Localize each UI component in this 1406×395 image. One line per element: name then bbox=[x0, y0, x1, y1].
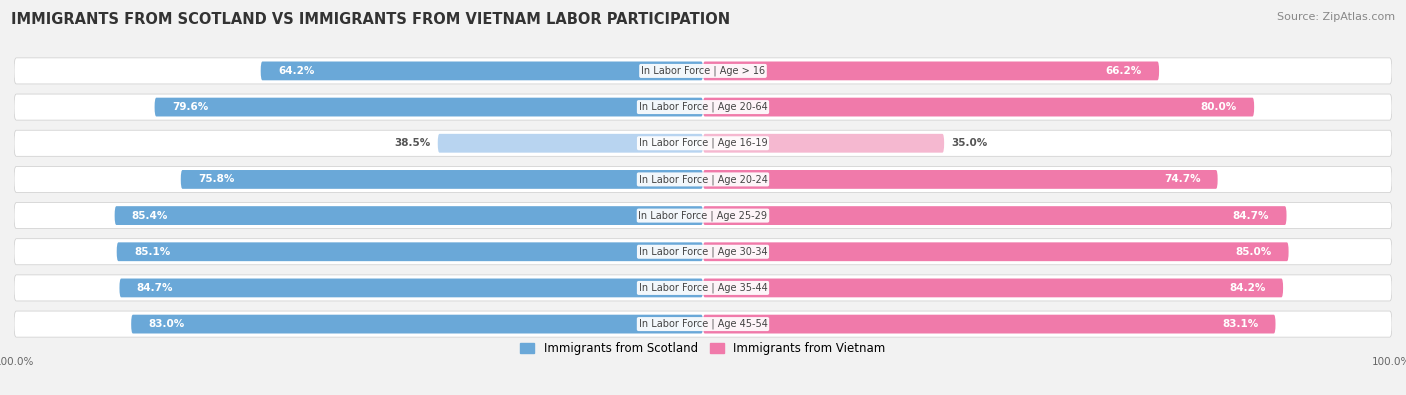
Text: 66.2%: 66.2% bbox=[1105, 66, 1142, 76]
Text: In Labor Force | Age 30-34: In Labor Force | Age 30-34 bbox=[638, 246, 768, 257]
FancyBboxPatch shape bbox=[14, 94, 1392, 120]
FancyBboxPatch shape bbox=[703, 98, 1254, 117]
Text: In Labor Force | Age 25-29: In Labor Force | Age 25-29 bbox=[638, 210, 768, 221]
Text: 83.1%: 83.1% bbox=[1222, 319, 1258, 329]
FancyBboxPatch shape bbox=[703, 206, 1286, 225]
Text: 84.2%: 84.2% bbox=[1229, 283, 1265, 293]
Text: 85.1%: 85.1% bbox=[134, 247, 170, 257]
FancyBboxPatch shape bbox=[703, 278, 1284, 297]
Text: In Labor Force | Age > 16: In Labor Force | Age > 16 bbox=[641, 66, 765, 76]
Text: 83.0%: 83.0% bbox=[149, 319, 184, 329]
FancyBboxPatch shape bbox=[181, 170, 703, 189]
Text: IMMIGRANTS FROM SCOTLAND VS IMMIGRANTS FROM VIETNAM LABOR PARTICIPATION: IMMIGRANTS FROM SCOTLAND VS IMMIGRANTS F… bbox=[11, 12, 730, 27]
FancyBboxPatch shape bbox=[703, 134, 945, 152]
Text: 85.4%: 85.4% bbox=[132, 211, 169, 220]
Text: 74.7%: 74.7% bbox=[1164, 175, 1201, 184]
Text: In Labor Force | Age 35-44: In Labor Force | Age 35-44 bbox=[638, 283, 768, 293]
Text: 35.0%: 35.0% bbox=[950, 138, 987, 148]
Text: 80.0%: 80.0% bbox=[1201, 102, 1237, 112]
FancyBboxPatch shape bbox=[14, 58, 1392, 84]
Text: In Labor Force | Age 16-19: In Labor Force | Age 16-19 bbox=[638, 138, 768, 149]
FancyBboxPatch shape bbox=[131, 315, 703, 333]
FancyBboxPatch shape bbox=[260, 62, 703, 80]
Legend: Immigrants from Scotland, Immigrants from Vietnam: Immigrants from Scotland, Immigrants fro… bbox=[516, 337, 890, 360]
FancyBboxPatch shape bbox=[437, 134, 703, 152]
FancyBboxPatch shape bbox=[14, 311, 1392, 337]
FancyBboxPatch shape bbox=[14, 130, 1392, 156]
FancyBboxPatch shape bbox=[14, 275, 1392, 301]
FancyBboxPatch shape bbox=[703, 62, 1159, 80]
Text: 85.0%: 85.0% bbox=[1234, 247, 1271, 257]
FancyBboxPatch shape bbox=[155, 98, 703, 117]
Text: 84.7%: 84.7% bbox=[1233, 211, 1270, 220]
FancyBboxPatch shape bbox=[115, 206, 703, 225]
FancyBboxPatch shape bbox=[120, 278, 703, 297]
FancyBboxPatch shape bbox=[703, 315, 1275, 333]
FancyBboxPatch shape bbox=[703, 243, 1289, 261]
Text: In Labor Force | Age 20-24: In Labor Force | Age 20-24 bbox=[638, 174, 768, 185]
Text: In Labor Force | Age 20-64: In Labor Force | Age 20-64 bbox=[638, 102, 768, 112]
Text: In Labor Force | Age 45-54: In Labor Force | Age 45-54 bbox=[638, 319, 768, 329]
Text: 75.8%: 75.8% bbox=[198, 175, 235, 184]
Text: 64.2%: 64.2% bbox=[278, 66, 315, 76]
FancyBboxPatch shape bbox=[703, 170, 1218, 189]
Text: 38.5%: 38.5% bbox=[395, 138, 430, 148]
FancyBboxPatch shape bbox=[14, 239, 1392, 265]
Text: 79.6%: 79.6% bbox=[172, 102, 208, 112]
FancyBboxPatch shape bbox=[117, 243, 703, 261]
Text: Source: ZipAtlas.com: Source: ZipAtlas.com bbox=[1277, 12, 1395, 22]
FancyBboxPatch shape bbox=[14, 203, 1392, 229]
FancyBboxPatch shape bbox=[14, 166, 1392, 192]
Text: 84.7%: 84.7% bbox=[136, 283, 173, 293]
